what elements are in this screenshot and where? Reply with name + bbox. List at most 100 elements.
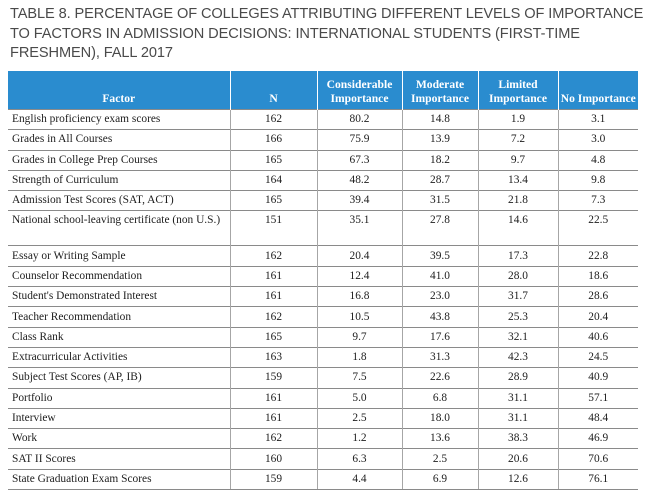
header-limited: Limited Importance — [477, 71, 558, 110]
cell-factor: Essay or Writing Sample — [8, 245, 230, 267]
table-row: Strength of Curriculum 164 48.2 28.7 13.4 9.8 — [8, 169, 638, 191]
cell-none: 57.1 — [557, 387, 638, 409]
cell-factor: Grades in College Prep Courses — [8, 149, 230, 171]
cell-n: 162 — [229, 428, 317, 449]
cell-none: 22.5 — [557, 210, 638, 246]
cell-none: 46.9 — [557, 428, 638, 449]
cell-factor: National school-leaving certificate (non… — [8, 210, 230, 246]
cell-moderate: 6.9 — [401, 468, 478, 491]
cell-n: 160 — [229, 448, 317, 470]
cell-factor: State Graduation Exam Scores — [8, 468, 230, 491]
header-moderate: Moderate Importance — [401, 71, 478, 110]
cell-moderate: 13.6 — [401, 428, 478, 449]
cell-factor: SAT II Scores — [8, 448, 230, 470]
cell-factor: Student's Demonstrated Interest — [8, 286, 230, 307]
cell-moderate: 39.5 — [401, 245, 478, 267]
table-row: Work 162 1.2 13.6 38.3 46.9 — [8, 428, 638, 449]
cell-none: 9.8 — [557, 169, 638, 191]
cell-considerable: 7.5 — [316, 367, 402, 389]
cell-factor: Subject Test Scores (AP, IB) — [8, 367, 230, 389]
cell-none: 70.6 — [557, 448, 638, 470]
table-row: Grades in All Courses 166 75.9 13.9 7.2 3.0 — [8, 129, 638, 151]
cell-considerable: 9.7 — [316, 326, 402, 348]
cell-none: 40.9 — [557, 367, 638, 389]
table-row: Extracurricular Activities 163 1.8 31.3 42.3… — [8, 346, 638, 368]
table-row: Portfolio 161 5.0 6.8 31.1 57.1 — [8, 387, 638, 409]
cell-moderate: 28.7 — [401, 169, 478, 191]
cell-moderate: 13.9 — [401, 129, 478, 151]
cell-n: 161 — [229, 286, 317, 307]
cell-moderate: 31.3 — [401, 346, 478, 368]
cell-none: 3.0 — [557, 129, 638, 151]
cell-factor: Interview — [8, 407, 230, 429]
cell-considerable: 6.3 — [316, 448, 402, 470]
cell-moderate: 31.5 — [401, 190, 478, 211]
cell-limited: 7.2 — [477, 129, 558, 151]
cell-none: 20.4 — [557, 306, 638, 328]
cell-limited: 21.8 — [477, 190, 558, 211]
cell-factor: Teacher Recommendation — [8, 306, 230, 328]
table-row: State Graduation Exam Scores 159 4.4 6.9 12.… — [8, 468, 638, 491]
cell-none: 28.6 — [557, 286, 638, 307]
importance-table: Factor N Considerable Importance Moderat… — [8, 71, 638, 491]
cell-n: 159 — [229, 367, 317, 389]
cell-considerable: 16.8 — [316, 286, 402, 307]
cell-n: 164 — [229, 169, 317, 191]
table-title: TABLE 8. PERCENTAGE OF COLLEGES ATTRIBUT… — [10, 6, 644, 61]
cell-none: 76.1 — [557, 468, 638, 491]
cell-none: 40.6 — [557, 326, 638, 348]
cell-moderate: 43.8 — [401, 306, 478, 328]
cell-none: 7.3 — [557, 190, 638, 211]
cell-limited: 32.1 — [477, 326, 558, 348]
cell-considerable: 80.2 — [316, 108, 402, 130]
cell-considerable: 35.1 — [316, 210, 402, 246]
cell-n: 161 — [229, 387, 317, 409]
cell-moderate: 23.0 — [401, 286, 478, 307]
header-row: Factor N Considerable Importance Moderat… — [8, 71, 638, 110]
table-row: Counselor Recommendation 161 12.4 41.0 28.0 1… — [8, 265, 638, 287]
cell-moderate: 18.0 — [401, 407, 478, 429]
cell-n: 162 — [229, 306, 317, 328]
table-row: National school-leaving certificate (non… — [8, 210, 638, 246]
cell-moderate: 17.6 — [401, 326, 478, 348]
table-row: Teacher Recommendation 162 10.5 43.8 25.3 20.… — [8, 306, 638, 328]
table-body: English proficiency exam scores 162 80.2 14… — [8, 108, 638, 491]
cell-considerable: 20.4 — [316, 245, 402, 267]
cell-n: 165 — [229, 326, 317, 348]
cell-n: 163 — [229, 346, 317, 368]
cell-moderate: 18.2 — [401, 149, 478, 171]
cell-limited: 25.3 — [477, 306, 558, 328]
cell-considerable: 1.8 — [316, 346, 402, 368]
table-row: Class Rank 165 9.7 17.6 32.1 40.6 — [8, 326, 638, 348]
cell-n: 162 — [229, 108, 317, 130]
cell-limited: 38.3 — [477, 428, 558, 449]
header-factor: Factor — [8, 71, 230, 110]
cell-considerable: 48.2 — [316, 169, 402, 191]
cell-none: 3.1 — [557, 108, 638, 130]
cell-n: 161 — [229, 407, 317, 429]
table-row: Essay or Writing Sample 162 20.4 39.5 17.3 22… — [8, 245, 638, 267]
cell-none: 22.8 — [557, 245, 638, 267]
cell-factor: Work — [8, 428, 230, 449]
cell-none: 4.8 — [557, 149, 638, 171]
cell-limited: 13.4 — [477, 169, 558, 191]
header-none: No Importance — [557, 71, 638, 110]
cell-considerable: 39.4 — [316, 190, 402, 211]
cell-factor: Extracurricular Activities — [8, 346, 230, 368]
cell-limited: 28.0 — [477, 265, 558, 287]
cell-none: 48.4 — [557, 407, 638, 429]
cell-moderate: 14.8 — [401, 108, 478, 130]
cell-limited: 1.9 — [477, 108, 558, 130]
cell-limited: 42.3 — [477, 346, 558, 368]
table-row: Admission Test Scores (SAT, ACT) 165 39.4 3… — [8, 190, 638, 211]
table-row: Interview 161 2.5 18.0 31.1 48.4 — [8, 407, 638, 429]
header-n: N — [229, 71, 317, 110]
cell-n: 161 — [229, 265, 317, 287]
cell-factor: Grades in All Courses — [8, 129, 230, 151]
cell-limited: 12.6 — [477, 468, 558, 491]
table-row: SAT II Scores 160 6.3 2.5 20.6 70.6 — [8, 448, 638, 470]
cell-n: 159 — [229, 468, 317, 491]
cell-considerable: 75.9 — [316, 129, 402, 151]
cell-none: 24.5 — [557, 346, 638, 368]
